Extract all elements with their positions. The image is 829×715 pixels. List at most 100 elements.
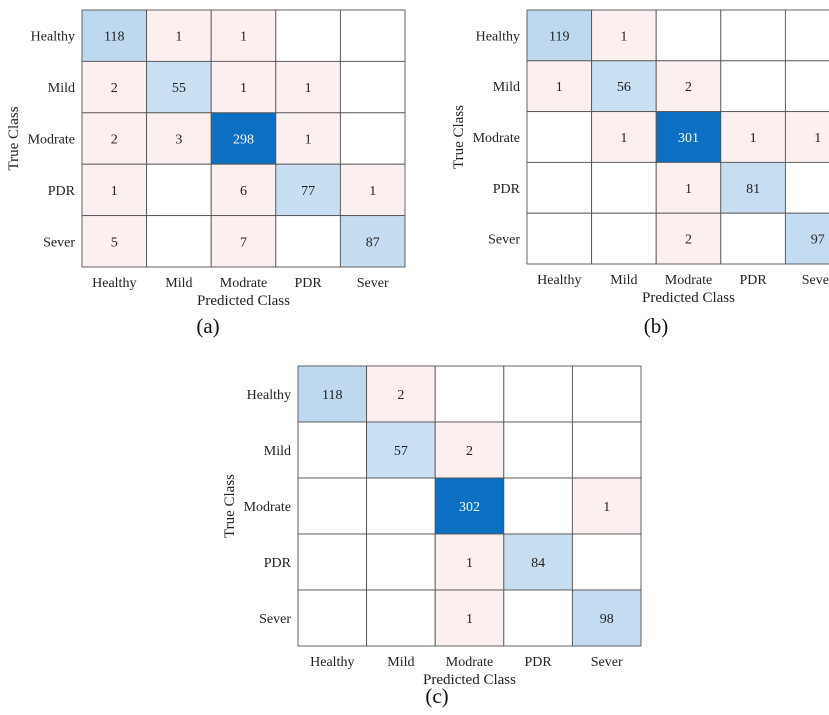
matrix-cell: [366, 589, 436, 647]
matrix-cell: [297, 421, 368, 479]
cell-value: 7: [240, 235, 247, 250]
y-tick-label: Sever: [43, 235, 75, 250]
y-tick-label: Modrate: [28, 133, 75, 148]
matrix-cell: [434, 365, 505, 423]
matrix-cell: [655, 161, 722, 214]
matrix-cell: [210, 112, 277, 165]
matrix-cell: [366, 477, 436, 535]
x-tick-label: PDR: [524, 655, 552, 670]
cell-value: 298: [233, 133, 254, 148]
cell-value: 1: [111, 184, 118, 199]
matrix-cell: [655, 9, 722, 62]
matrix-cell: [526, 60, 593, 113]
x-tick-label: Sever: [357, 276, 389, 291]
x-tick-label: Mild: [610, 273, 637, 288]
confusion-matrix-b: 119 1 1 56 2 1 301 1 1 1 81 2 97 Healthy Mild Modrate PD…: [420, 0, 829, 320]
cell-value: 302: [459, 500, 480, 515]
panel-label-c: (c): [425, 684, 449, 708]
x-axis-title: Predicted Class: [197, 293, 290, 309]
x-tick-label: Healthy: [537, 273, 581, 288]
cell-value: 1: [685, 182, 692, 197]
matrix-cell: [210, 60, 277, 114]
matrix-cell: [339, 215, 406, 268]
cell-value: 57: [394, 444, 408, 459]
matrix-cell: [81, 60, 148, 114]
matrix-cell: [434, 533, 505, 591]
panel-label-b: (b): [643, 314, 669, 338]
y-tick-label: Modrate: [473, 131, 520, 146]
matrix-cell: [571, 589, 642, 647]
y-tick-label: PDR: [264, 556, 292, 571]
cell-value: 1: [466, 556, 473, 571]
matrix-cell: [366, 533, 436, 591]
y-axis-title: True Class: [6, 106, 22, 170]
cell-value: 1: [556, 80, 563, 95]
x-tick-label: Mild: [165, 276, 192, 291]
cell-value: 119: [549, 29, 569, 44]
matrix-cell: [503, 533, 573, 591]
y-tick-label: PDR: [493, 182, 521, 197]
cell-value: 98: [600, 612, 614, 627]
cell-value: 1: [175, 30, 182, 45]
matrix-cell: [146, 163, 212, 217]
y-tick-label: Sever: [488, 233, 520, 248]
cell-value: 2: [685, 80, 692, 95]
cell-value: 97: [811, 233, 825, 248]
matrix-cell: [275, 9, 341, 62]
cell-value: 56: [617, 80, 631, 95]
matrix-cell: [571, 477, 642, 535]
matrix-cell: [720, 212, 786, 265]
x-tick-label: PDR: [294, 276, 322, 291]
cell-value: 118: [104, 30, 124, 45]
cell-value: 1: [814, 131, 821, 146]
matrix-cell: [655, 60, 722, 113]
confusion-matrix-a: 118 1 1 2 55 1 1 2 3 298 1 1 6 77 1 5 7 87 Healthy Mild Modr…: [0, 0, 420, 320]
cell-value: 87: [366, 235, 380, 250]
matrix-cell: [366, 365, 436, 423]
heatmap-svg: 119 1 1 56 2 1 301 1 1 1 81 2 97 Healthy Mild Modrate PD…: [451, 9, 829, 306]
matrix-cell: [526, 212, 593, 265]
matrix-cell: [591, 212, 657, 265]
cell-value: 2: [685, 233, 692, 248]
panel-label-a: (a): [196, 314, 220, 338]
y-tick-label: Healthy: [31, 30, 75, 45]
matrix-cell: [210, 215, 277, 268]
cell-value: 1: [240, 81, 247, 96]
matrix-cell: [503, 365, 573, 423]
x-tick-label: Modrate: [665, 273, 712, 288]
matrix-cell: [210, 9, 277, 62]
y-tick-label: Mild: [493, 80, 520, 95]
y-axis-title: True Class: [451, 105, 467, 169]
cell-value: 2: [466, 444, 473, 459]
x-axis-title: Predicted Class: [642, 290, 735, 306]
cell-value: 1: [466, 612, 473, 627]
x-tick-label: Healthy: [310, 655, 354, 670]
matrix-cell: [503, 477, 573, 535]
matrix-cell: [655, 212, 722, 265]
cell-value: 301: [678, 131, 699, 146]
confusion-matrix-c: 118 2 57 2 302 1 1 84 1 98 Healthy Mild Modrate PDR Se…: [200, 356, 660, 696]
x-tick-label: Modrate: [220, 276, 267, 291]
y-tick-label: Modrate: [244, 500, 291, 515]
matrix-cell: [571, 365, 642, 423]
matrix-cell: [526, 111, 593, 163]
x-tick-label: Sever: [591, 655, 623, 670]
cell-value: 1: [240, 30, 247, 45]
cell-value: 3: [175, 133, 182, 148]
matrix-cell: [146, 9, 212, 62]
cell-value: 77: [301, 184, 315, 199]
cell-value: 84: [531, 556, 545, 571]
cell-value: 1: [369, 184, 376, 199]
matrix-cell: [784, 161, 829, 214]
y-tick-label: Sever: [259, 612, 291, 627]
matrix-cell: [720, 161, 786, 214]
matrix-cell: [784, 111, 829, 163]
cell-value: 2: [397, 388, 404, 403]
matrix-cell: [297, 533, 368, 591]
matrix-cell: [339, 60, 406, 114]
matrix-cell: [720, 9, 786, 62]
matrix-cell: [297, 477, 368, 535]
cell-value: 1: [305, 133, 312, 148]
x-tick-label: PDR: [739, 273, 767, 288]
matrix-cell: [297, 589, 368, 647]
